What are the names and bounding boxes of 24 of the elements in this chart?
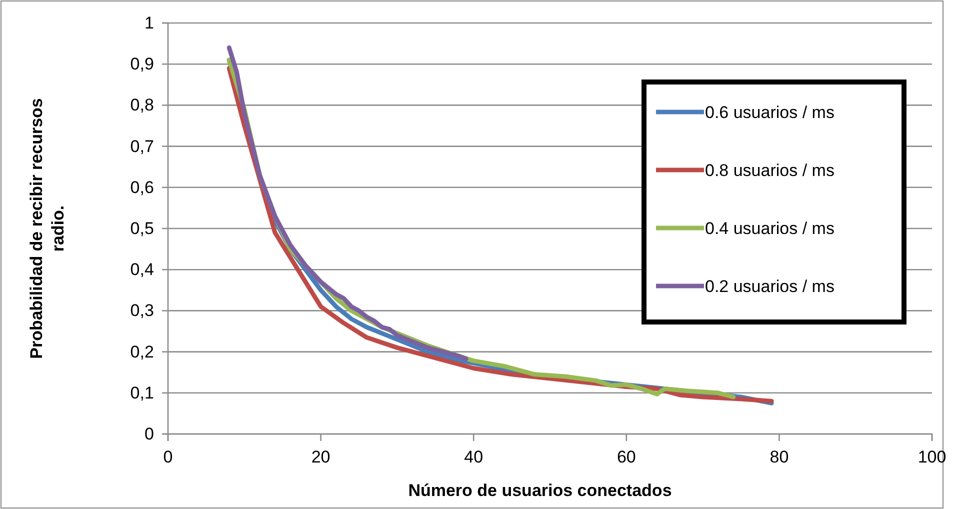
x-tick-label: 100	[918, 448, 946, 467]
y-tick-label: 0,7	[130, 136, 154, 156]
legend-label: 0.2 usuarios / ms	[705, 277, 834, 296]
y-tick-label: 0	[144, 424, 154, 444]
line-series	[226, 45, 468, 362]
legend-label: 0.8 usuarios / ms	[705, 161, 834, 180]
y-axis-title: Probabilidad de recibir recursos radio.	[27, 98, 68, 359]
y-tick-label: 0,5	[130, 218, 154, 238]
x-tick-label: 20	[311, 448, 330, 467]
x-tick-label: 40	[464, 448, 484, 467]
x-tick-label: 0	[163, 448, 173, 467]
x-axis-title: Número de usuarios conectados	[408, 481, 672, 500]
legend-label: 0.6 usuarios / ms	[705, 103, 834, 122]
y-tick-label: 0,6	[130, 178, 154, 197]
y-tick-label: 0,3	[130, 301, 154, 320]
y-tick-label: 0,9	[130, 54, 154, 74]
y-tick-label: 1	[144, 13, 154, 32]
x-tick-label: 60	[616, 448, 636, 467]
y-tick-label: 0,4	[130, 260, 154, 280]
y-tick-label: 0,8	[130, 96, 154, 115]
y-tick-label: 0,2	[130, 342, 154, 362]
legend-label: 0.4 usuarios / ms	[705, 219, 834, 238]
y-tick-label: 0,1	[130, 383, 154, 402]
x-tick-label: 80	[770, 448, 789, 467]
